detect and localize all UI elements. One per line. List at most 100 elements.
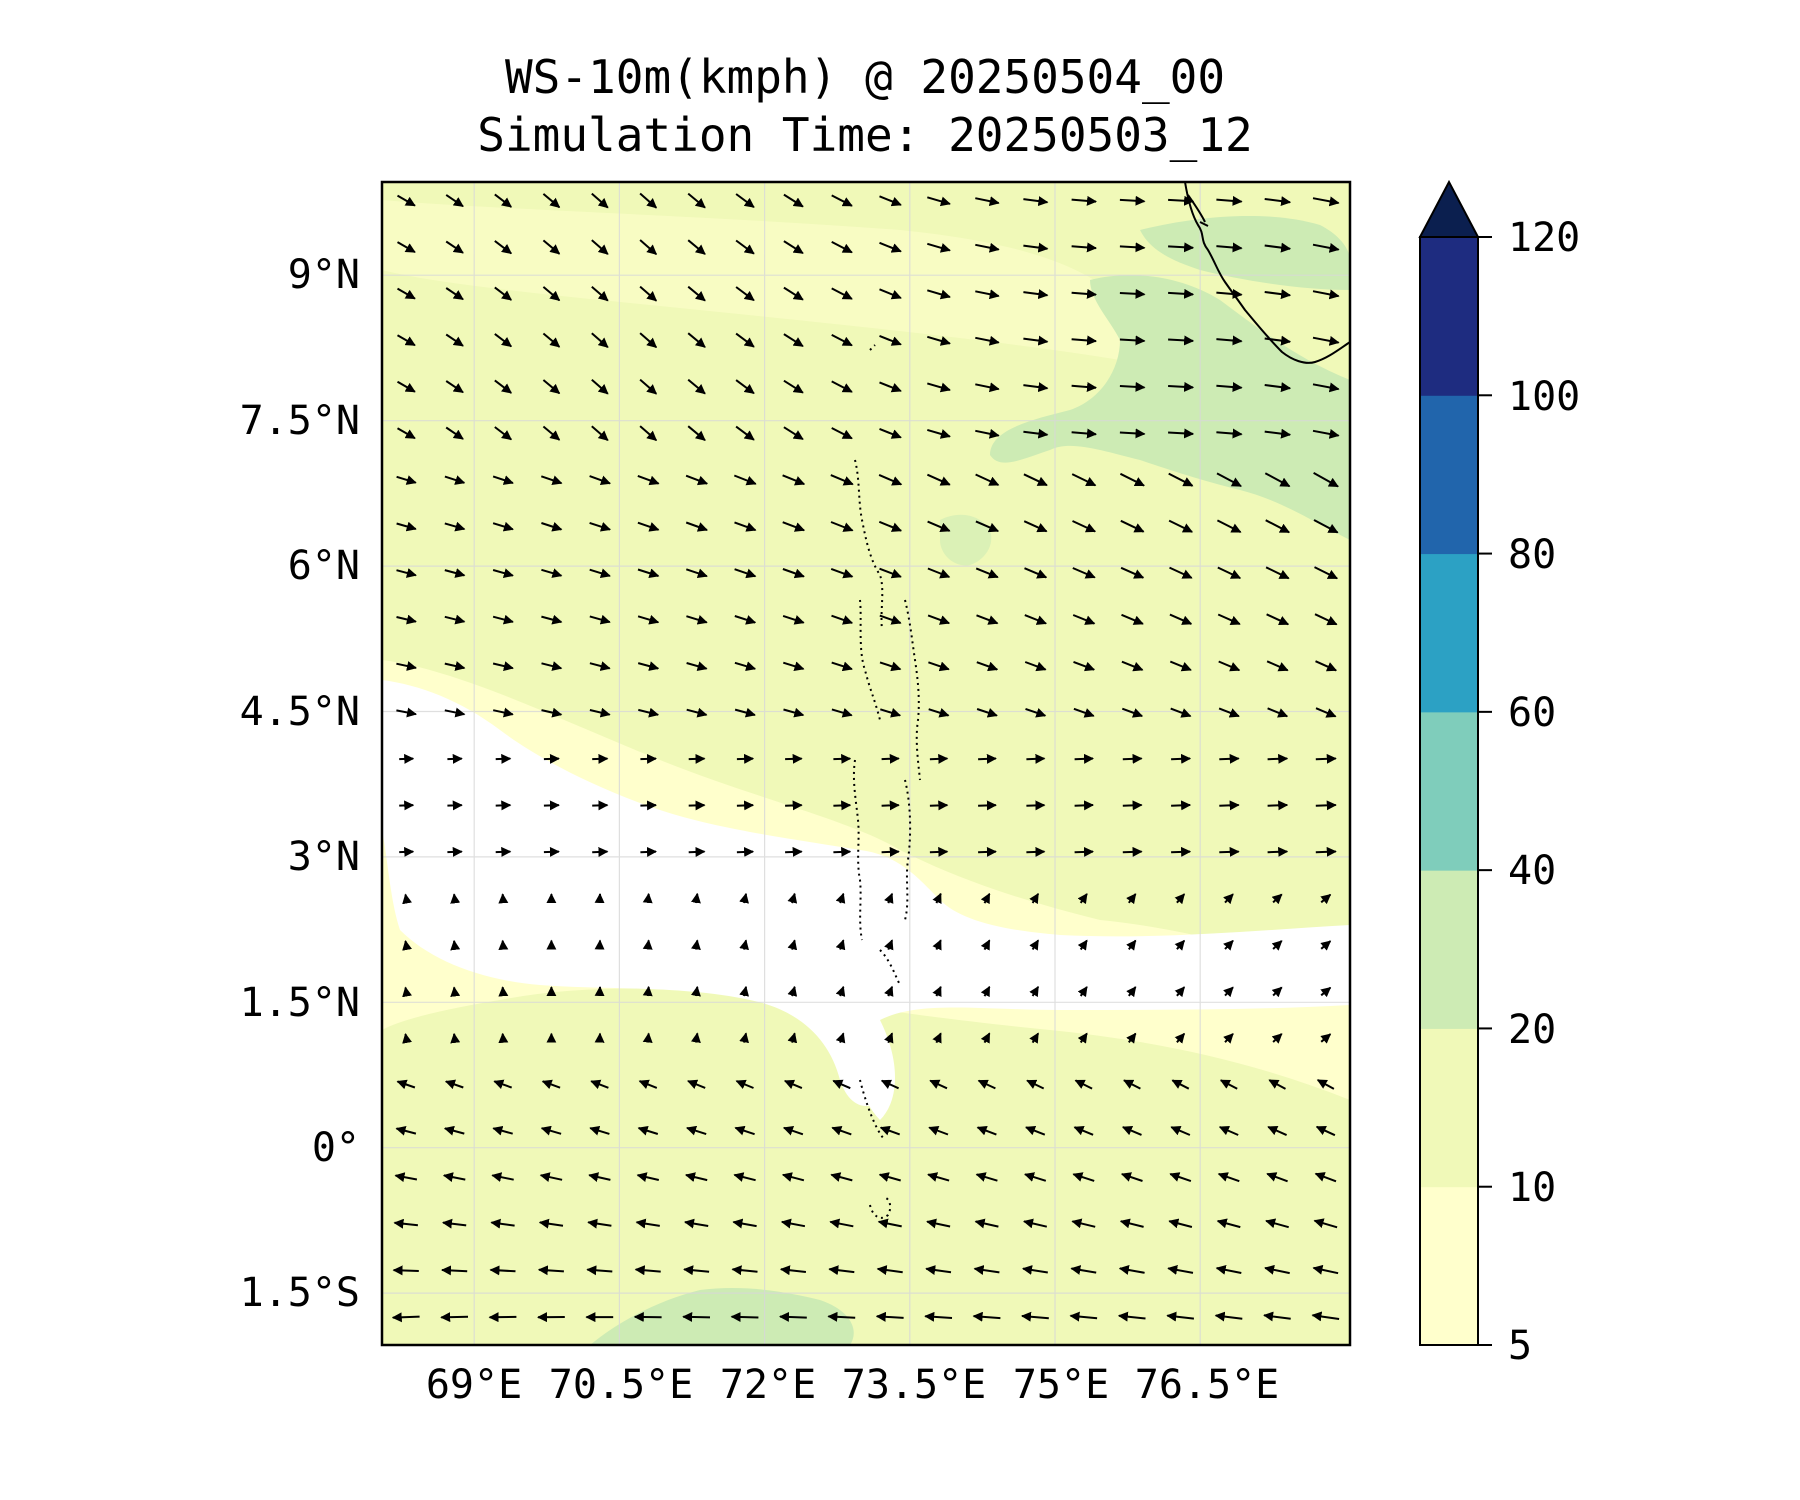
wind-arrow <box>491 1172 514 1183</box>
wind-arrow <box>494 333 512 348</box>
wind-arrow <box>682 1312 711 1323</box>
wind-arrow <box>1267 1125 1288 1137</box>
wind-arrow <box>396 521 417 532</box>
wind-arrow <box>442 1172 466 1183</box>
wind-arrow <box>1074 1079 1093 1090</box>
wind-arrow <box>829 1218 854 1229</box>
wind-arrow <box>494 240 512 255</box>
wind-arrow <box>879 1125 901 1136</box>
wind-arrow <box>498 893 509 904</box>
map-title-block: WS-10m(kmph) @ 20250504_00 Simulation Ti… <box>380 48 1350 164</box>
wind-arrow <box>1320 986 1332 998</box>
wind-arrow <box>686 707 708 718</box>
wind-arrow <box>1126 939 1137 951</box>
wind-arrow <box>835 985 846 997</box>
wind-arrow <box>402 986 412 998</box>
wind-arrow <box>1267 753 1289 764</box>
wind-arrow <box>1169 613 1193 625</box>
wind-arrow <box>691 892 701 904</box>
wind-arrow <box>785 753 803 764</box>
wind-arrow <box>835 1032 846 1044</box>
wind-arrow <box>1223 939 1234 951</box>
lat-label: 9°N <box>288 252 360 298</box>
wind-arrow <box>688 753 706 764</box>
wind-arrow <box>1023 335 1049 346</box>
wind-arrow <box>879 661 902 672</box>
wind-arrow <box>495 846 512 857</box>
colorbar-label: 120 <box>1508 215 1580 261</box>
wind-arrow <box>396 707 417 718</box>
lat-label: 6°N <box>288 543 360 589</box>
wind-arrow <box>1072 567 1096 579</box>
wind-arrow <box>399 753 415 764</box>
wind-arrow <box>828 1265 855 1276</box>
wind-arrow <box>1171 846 1192 857</box>
wind-arrow <box>492 521 514 532</box>
wind-arrow <box>538 1218 564 1229</box>
wind-arrow <box>1264 242 1292 253</box>
wind-arrow <box>1314 1172 1337 1183</box>
wind-arrow <box>685 521 708 532</box>
wind-arrow <box>540 1125 562 1136</box>
wind-arrow <box>1312 196 1340 207</box>
wind-arrow <box>495 753 512 764</box>
wind-arrow <box>444 614 466 625</box>
wind-arrow <box>1126 986 1137 998</box>
wind-arrow <box>589 707 611 718</box>
wind-arrow <box>1166 1311 1195 1322</box>
wind-arrow <box>1267 707 1289 718</box>
wind-arrow <box>1264 472 1291 488</box>
wind-arrow <box>733 1172 756 1182</box>
wind-arrow <box>686 614 708 625</box>
wind-arrow <box>1216 519 1242 533</box>
wind-arrow <box>636 1172 660 1182</box>
wind-arrow <box>637 614 660 625</box>
wind-arrow <box>1119 335 1146 346</box>
wind-arrow <box>687 378 706 395</box>
wind-arrow <box>1070 1265 1097 1275</box>
wind-arrow <box>396 568 417 578</box>
wind-arrow <box>1072 1172 1095 1182</box>
wind-arrow <box>1073 707 1095 718</box>
wind-arrow <box>1171 800 1192 811</box>
wind-arrow <box>974 1218 999 1229</box>
wind-arrow <box>441 1265 468 1276</box>
wind-arrow <box>827 1311 856 1322</box>
wind-arrow <box>396 475 417 485</box>
wind-arrow <box>783 333 804 348</box>
wind-arrow <box>1023 242 1049 253</box>
wind-arrow <box>447 753 463 764</box>
wind-arrow <box>1171 753 1192 764</box>
wind-arrow <box>733 474 757 486</box>
wind-arrow <box>1265 566 1290 580</box>
wind-arrow <box>590 1079 609 1090</box>
wind-arrow <box>492 661 514 671</box>
wind-arrow <box>402 1033 412 1044</box>
wind-arrow <box>1023 520 1048 533</box>
wind-arrow <box>1170 707 1192 718</box>
colorbar-ticks <box>1478 236 1492 1346</box>
wind-arrow <box>542 286 561 302</box>
wind-arrow <box>690 1032 701 1044</box>
wind-arrow <box>444 707 466 718</box>
wind-arrow <box>976 614 999 625</box>
wind-arrow <box>492 707 514 718</box>
wind-arrow <box>1121 1125 1142 1136</box>
wind-arrow <box>592 800 609 811</box>
wind-arrow <box>440 1312 469 1323</box>
wind-arrow <box>1168 195 1195 206</box>
colorbar-segment <box>1420 870 1478 1029</box>
wind-arrow <box>1168 472 1194 487</box>
wind-arrow <box>1023 428 1049 439</box>
wind-arrow <box>494 286 512 301</box>
wind-arrow <box>690 939 701 951</box>
wind-arrow <box>1077 939 1088 951</box>
wind-arrow <box>1217 1172 1240 1183</box>
wind-arrow <box>1265 519 1290 534</box>
wind-arrow <box>1029 1032 1040 1044</box>
lat-label: 7.5°N <box>240 398 360 444</box>
wind-arrow <box>1218 660 1241 672</box>
wind-arrow <box>927 242 951 253</box>
wind-arrow <box>591 425 609 441</box>
wind-arrow <box>1313 519 1339 534</box>
